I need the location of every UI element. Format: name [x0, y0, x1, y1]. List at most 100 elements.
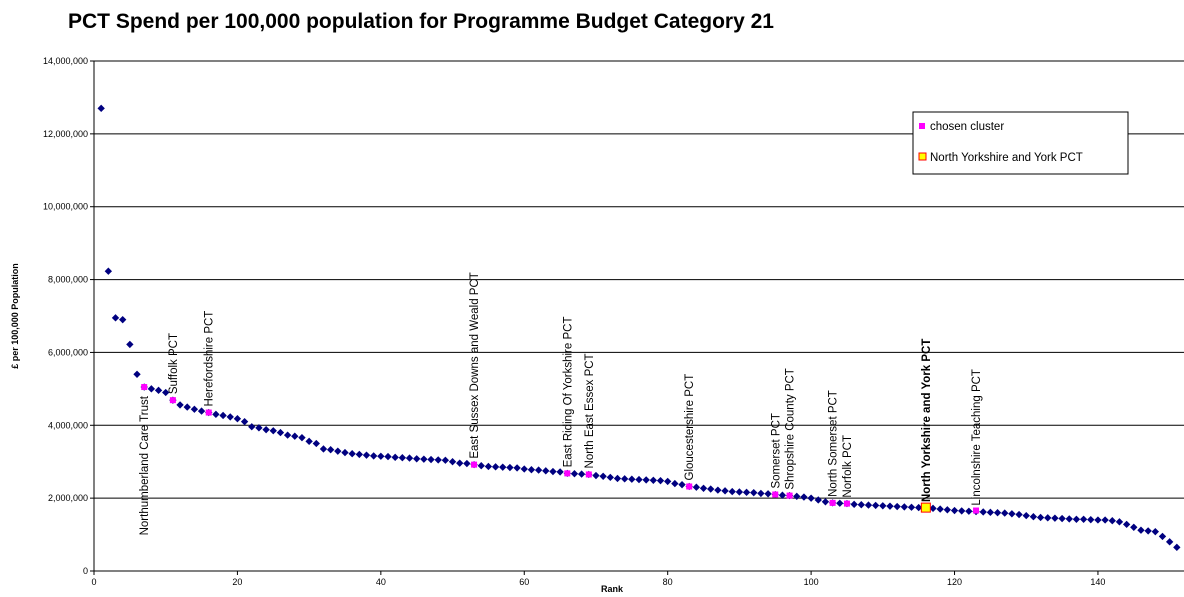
data-point: [197, 407, 206, 415]
x-tick-label: 80: [663, 577, 673, 587]
cluster-point: [169, 397, 176, 404]
data-point: [929, 504, 937, 513]
y-tick-label: 10,000,000: [43, 202, 88, 212]
data-point: [405, 454, 414, 462]
data-point: [1087, 515, 1095, 524]
axes: [90, 60, 1184, 575]
data-point: [857, 501, 865, 509]
data-point: [162, 388, 170, 397]
data-point: [1144, 527, 1152, 535]
cluster-point: [564, 470, 571, 477]
data-point: [793, 492, 801, 500]
data-point: [1065, 515, 1073, 523]
data-point: [886, 502, 894, 510]
data-point: [499, 463, 507, 471]
data-point: [212, 410, 220, 419]
data-point: [728, 487, 736, 496]
data-point: [276, 428, 285, 437]
data-point: [291, 432, 299, 440]
point-annotation: Northumberland Care Trust: [139, 395, 151, 535]
data-point: [477, 462, 485, 470]
y-tick-label: 14,000,000: [43, 56, 88, 66]
data-point: [534, 466, 543, 474]
cluster-point: [205, 409, 212, 416]
data-point: [965, 507, 973, 515]
data-point: [958, 507, 966, 515]
data-point: [542, 467, 550, 475]
data-point: [864, 501, 873, 509]
y-tick-label: 0: [83, 566, 88, 576]
data-points: [97, 104, 1181, 551]
data-point: [1137, 526, 1145, 534]
y-tick-label: 2,000,000: [48, 493, 88, 503]
y-tick-label: 8,000,000: [48, 275, 88, 285]
data-point: [506, 463, 514, 472]
data-point: [620, 475, 629, 483]
data-point: [1001, 509, 1009, 517]
data-point: [1094, 516, 1102, 524]
data-point: [283, 431, 292, 439]
data-point: [269, 427, 277, 435]
data-point: [298, 433, 306, 442]
cluster-point: [471, 461, 478, 468]
data-point: [613, 474, 622, 483]
x-tick-label: 60: [519, 577, 529, 587]
data-point: [1058, 514, 1066, 523]
data-point: [936, 505, 944, 513]
data-point: [707, 485, 715, 493]
data-point: [735, 488, 744, 496]
data-point: [671, 479, 679, 488]
data-point: [692, 483, 701, 491]
data-point: [377, 452, 385, 460]
point-annotation: Gloucestershire PCT: [684, 374, 696, 481]
data-point: [807, 494, 815, 502]
data-point: [111, 314, 120, 322]
data-point: [1072, 515, 1081, 523]
data-point: [1029, 513, 1038, 521]
data-point: [348, 450, 356, 458]
data-point: [362, 451, 371, 459]
data-point: [384, 452, 392, 461]
x-tick-labels: 0 20 40 60 80 100 120 140: [91, 577, 1105, 587]
data-point: [305, 437, 313, 445]
legend-marker-cluster: [919, 123, 925, 129]
data-point: [836, 499, 844, 507]
data-point: [176, 401, 184, 409]
data-point: [1036, 513, 1045, 522]
data-point: [556, 468, 564, 476]
data-point: [341, 448, 349, 457]
x-axis-label: Rank: [601, 584, 624, 594]
point-annotation: North East Essex PCT: [584, 353, 596, 468]
point-annotation: East Sussex Downs and Weald PCT: [469, 272, 481, 458]
data-point: [520, 465, 528, 473]
data-point: [463, 459, 471, 468]
point-annotation: East Riding Of Yorkshire PCT: [562, 317, 574, 468]
legend: chosen cluster North Yorkshire and York …: [912, 111, 1129, 175]
data-point: [441, 456, 450, 464]
data-point: [427, 455, 435, 464]
data-point: [635, 475, 643, 484]
data-point: [742, 488, 751, 496]
y-tick-labels: 0 2,000,000 4,000,000 6,000,000 8,000,000 10,…: [43, 56, 88, 576]
data-point: [456, 459, 464, 467]
data-point: [821, 498, 830, 506]
data-point: [133, 370, 141, 378]
data-point: [1015, 510, 1023, 519]
data-point: [119, 315, 127, 324]
cluster-point: [973, 507, 980, 514]
data-point: [950, 506, 959, 515]
data-point: [577, 470, 586, 478]
data-point: [319, 445, 328, 453]
x-tick-label: 140: [1090, 577, 1105, 587]
data-point: [434, 456, 442, 464]
y-axis-label: £ per 100,000 Population: [10, 263, 20, 369]
data-point: [986, 508, 995, 517]
x-tick-label: 120: [947, 577, 962, 587]
data-point: [334, 447, 342, 455]
data-point: [326, 446, 335, 454]
x-tick-label: 100: [804, 577, 819, 587]
data-point: [993, 509, 1002, 517]
data-point: [147, 385, 156, 393]
data-point: [1022, 511, 1030, 520]
data-point: [104, 267, 113, 275]
